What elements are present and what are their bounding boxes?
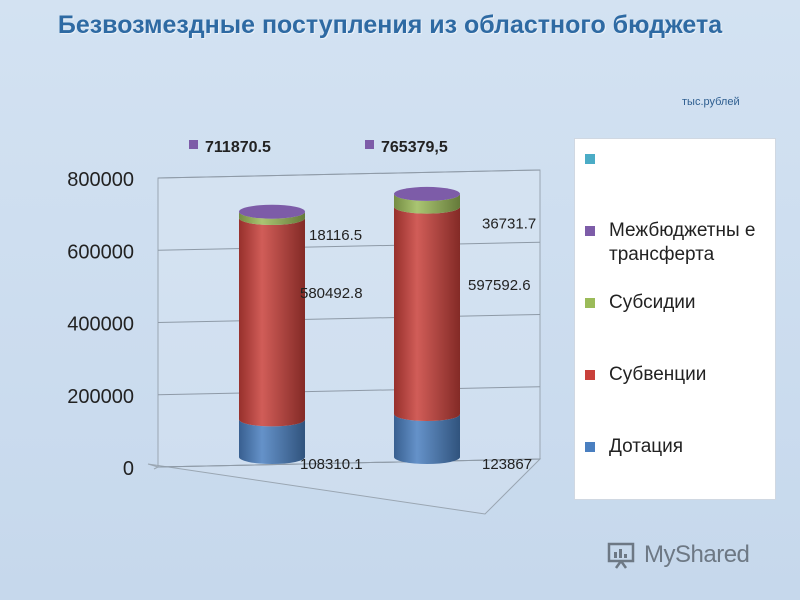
total-marker xyxy=(189,140,198,149)
y-tick-label: 400000 xyxy=(67,314,134,336)
grid-lines xyxy=(157,169,541,468)
bar-segment xyxy=(239,419,305,464)
legend-swatch xyxy=(585,442,595,452)
bar-top-cap xyxy=(394,186,460,201)
y-tick-labels: 0 200000 400000 600000 800000 xyxy=(67,169,134,480)
data-label: 580492.8 xyxy=(300,285,363,302)
bar-segment xyxy=(394,206,460,422)
legend-label: Межбюджетны е трансферта xyxy=(609,220,756,265)
y-tick-label: 600000 xyxy=(67,241,134,263)
legend-swatch xyxy=(585,154,595,164)
segment-labels: 108310.1 580492.8 18116.5 123867 597592.6 367… xyxy=(300,216,536,473)
data-label: 108310.1 xyxy=(300,456,363,473)
total-label: 711870.5 xyxy=(205,139,271,156)
watermark-text: MyShared xyxy=(644,541,750,568)
grid-line xyxy=(157,314,541,323)
bar-segment xyxy=(394,193,460,214)
data-label: 36731.7 xyxy=(482,216,536,233)
bar-segment xyxy=(239,218,305,427)
unit-label: тыс.рублей xyxy=(682,96,740,108)
grid-line xyxy=(157,458,541,468)
grid-line xyxy=(157,169,541,179)
legend-swatch xyxy=(585,226,595,236)
total-marker xyxy=(365,140,374,149)
bar-segment xyxy=(394,414,460,464)
presentation-icon xyxy=(607,542,635,569)
axis-corner xyxy=(153,466,159,470)
y-tick-label: 200000 xyxy=(67,386,134,408)
data-label: 123867 xyxy=(482,456,532,473)
total-labels: 711870.5 765379,5 xyxy=(189,139,448,156)
bar-top-cap xyxy=(239,204,305,219)
y-tick-label: 800000 xyxy=(67,169,134,191)
legend-swatch xyxy=(585,370,595,380)
grid-line xyxy=(157,386,541,396)
bar-segment xyxy=(239,211,305,226)
legend-swatch xyxy=(585,298,595,308)
legend-label: Дотация xyxy=(609,436,684,457)
data-label: 597592.6 xyxy=(468,277,531,294)
legend: Межбюджетны е трансферта Субсидии Субвен… xyxy=(574,138,776,500)
grid-line xyxy=(157,241,541,251)
data-label: 18116.5 xyxy=(309,227,362,244)
total-label: 765379,5 xyxy=(381,139,448,156)
legend-label: Субвенции xyxy=(609,364,707,385)
chart-title: Безвозмездные поступления из областного … xyxy=(57,11,723,39)
bars xyxy=(239,186,460,464)
y-tick-label: 0 xyxy=(123,458,134,480)
watermark: MyShared xyxy=(606,538,776,574)
legend-label: Субсидии xyxy=(609,292,696,313)
